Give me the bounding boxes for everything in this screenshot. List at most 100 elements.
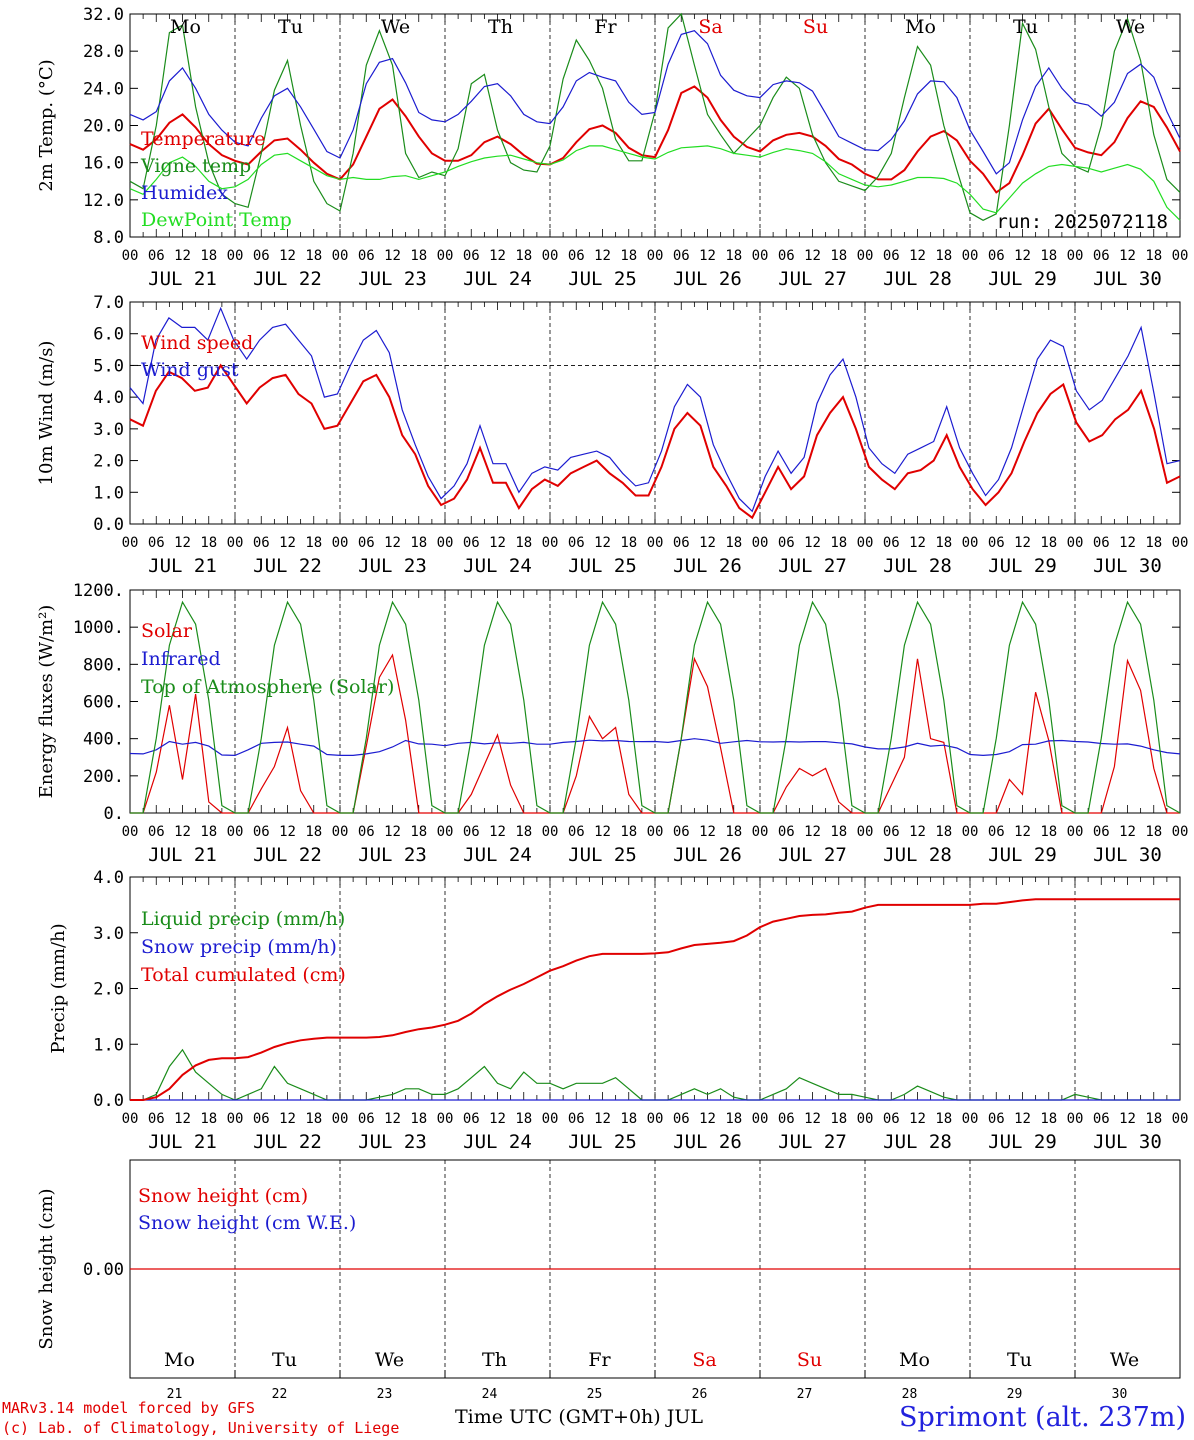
date-label: JUL 25	[568, 1131, 637, 1153]
day-number-label: 29	[1007, 1387, 1023, 1400]
hour-tick-label: 06	[1093, 1111, 1110, 1127]
date-label: JUL 28	[883, 268, 952, 290]
series-line-total-cumulated-cm-	[130, 898, 1180, 1101]
hour-tick-label: 00	[227, 824, 244, 840]
hour-tick-label: 12	[489, 248, 506, 264]
hour-tick-label: 12	[1014, 1111, 1031, 1127]
day-number-label: 27	[797, 1387, 813, 1400]
weekday-label: We	[381, 16, 410, 38]
hour-tick-label: 00	[1067, 1111, 1084, 1127]
weekday-label: Sa	[698, 16, 722, 38]
date-label: JUL 30	[1093, 1131, 1162, 1153]
hour-tick-label: 12	[1119, 824, 1136, 840]
day-number-label: 23	[377, 1387, 393, 1400]
x-axis-title: Time UTC (GMT+0h) JUL	[455, 1406, 703, 1428]
forecast-chart: 8.0 12.0 16.0 20.0 24.0 28.0 32.0 2m Temp. (°C)…	[36, 5, 1188, 1400]
date-label: JUL 30	[1093, 268, 1162, 290]
panel-5: 0.00 Snow height (cm) Snow height (cm) Snow…	[36, 1159, 1181, 1400]
date-label: JUL 27	[778, 1131, 847, 1153]
y-tick-label: 20.0	[83, 117, 124, 137]
hour-tick-label: 06	[988, 1111, 1005, 1127]
hour-tick-label: 12	[909, 1111, 926, 1127]
hour-tick-label: 06	[358, 248, 375, 264]
panel-2: 0.0 1.0 2.0 3.0 4.0 5.0 6.0 7.0 10m Wind (m/s) Wi…	[36, 293, 1188, 577]
hour-tick-label: 00	[332, 1111, 349, 1127]
hour-tick-label: 12	[594, 1111, 611, 1127]
hour-tick-label: 06	[568, 248, 585, 264]
y-tick-label: 6.0	[93, 325, 124, 345]
weekday-label: Su	[803, 16, 828, 38]
date-label: JUL 28	[883, 844, 952, 866]
hour-tick-label: 00	[647, 1111, 664, 1127]
hour-tick-label: 12	[1014, 248, 1031, 264]
hour-tick-label: 06	[148, 248, 165, 264]
hour-tick-label: 12	[279, 535, 296, 551]
hour-tick-label: 18	[410, 248, 427, 264]
hour-tick-label: 12	[1119, 535, 1136, 551]
hour-tick-label: 06	[358, 1111, 375, 1127]
hour-tick-label: 12	[174, 824, 191, 840]
hour-tick-label: 00	[857, 824, 874, 840]
date-label: JUL 25	[568, 268, 637, 290]
hour-tick-label: 12	[174, 535, 191, 551]
hour-tick-label: 06	[463, 535, 480, 551]
hour-tick-label: 18	[200, 535, 217, 551]
weekday-label: Fr	[588, 1349, 611, 1371]
hour-tick-label: 06	[673, 824, 690, 840]
hour-tick-label: 18	[410, 824, 427, 840]
date-label: JUL 23	[358, 1131, 427, 1153]
hour-tick-label: 06	[463, 248, 480, 264]
hour-tick-label: 12	[489, 535, 506, 551]
date-label: JUL 28	[883, 555, 952, 577]
hour-tick-label: 00	[437, 248, 454, 264]
y-tick-label: 7.0	[93, 293, 124, 313]
copyright-credit: (c) Lab. of Climatology, University of L…	[2, 1419, 400, 1437]
hour-tick-label: 00	[1172, 535, 1189, 551]
date-label: JUL 30	[1093, 555, 1162, 577]
date-label: JUL 23	[358, 268, 427, 290]
hour-tick-label: 00	[647, 824, 664, 840]
hour-tick-label: 06	[253, 1111, 270, 1127]
legend-entry: Wind gust	[141, 359, 239, 381]
day-number-label: 21	[167, 1387, 183, 1400]
hour-tick-label: 12	[384, 248, 401, 264]
hour-tick-label: 06	[988, 248, 1005, 264]
weekday-label: Sa	[692, 1349, 716, 1371]
hour-tick-label: 12	[804, 824, 821, 840]
hour-tick-label: 00	[437, 824, 454, 840]
date-label: JUL 29	[988, 1131, 1057, 1153]
y-tick-label: 16.0	[83, 154, 124, 174]
hour-tick-label: 18	[1145, 248, 1162, 264]
y-tick-label: 800.	[83, 655, 124, 675]
weekday-label: Mo	[905, 16, 936, 38]
legend-entry: DewPoint Temp	[141, 209, 292, 231]
hour-tick-label: 00	[962, 248, 979, 264]
y-tick-label: 1.0	[93, 1035, 124, 1055]
y-axis-label: Energy fluxes (W/m²)	[36, 605, 57, 799]
hour-tick-label: 00	[542, 824, 559, 840]
hour-tick-label: 12	[909, 824, 926, 840]
hour-tick-label: 00	[227, 1111, 244, 1127]
hour-tick-label: 12	[279, 1111, 296, 1127]
y-axis-label: Snow height (cm)	[36, 1188, 57, 1349]
hour-tick-label: 12	[804, 535, 821, 551]
series-line-wind-gust	[129, 306, 1181, 513]
hour-tick-label: 12	[1014, 535, 1031, 551]
y-tick-label: 32.0	[83, 5, 124, 25]
y-tick-label: 2.0	[93, 452, 124, 472]
legend-entry: Snow height (cm)	[138, 1185, 308, 1207]
hour-tick-label: 06	[1093, 824, 1110, 840]
hour-tick-label: 06	[988, 824, 1005, 840]
hour-tick-label: 12	[384, 1111, 401, 1127]
hour-tick-label: 00	[857, 248, 874, 264]
hour-tick-label: 00	[227, 248, 244, 264]
series-line-wind-speed	[129, 363, 1181, 520]
hour-tick-label: 00	[1067, 824, 1084, 840]
weekday-label: Tu	[272, 1349, 297, 1371]
hour-tick-label: 18	[830, 248, 847, 264]
date-label: JUL 24	[463, 844, 532, 866]
hour-tick-label: 06	[883, 535, 900, 551]
legend-entry: Snow height (cm W.E.)	[138, 1212, 356, 1234]
hour-tick-label: 18	[200, 248, 217, 264]
hour-tick-label: 06	[673, 1111, 690, 1127]
